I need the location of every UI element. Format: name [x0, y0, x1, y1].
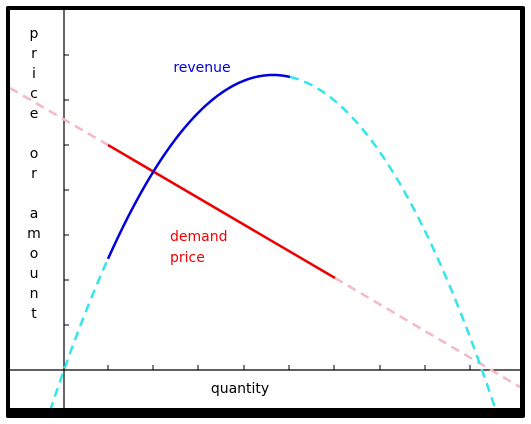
y-axis-ticks [64, 54, 69, 326]
y-label-letter: a [30, 206, 39, 222]
demand-line-extension-right [334, 276, 520, 389]
y-label-letter: o [30, 146, 39, 162]
revenue-curve-extension-right [289, 75, 497, 408]
x-axis-label: quantity [211, 381, 269, 397]
y-label-letter: c [30, 86, 38, 102]
y-label-letter: p [30, 26, 39, 42]
y-label-letter: i [32, 66, 36, 82]
x-axis-ticks [107, 365, 471, 370]
y-label-letter: r [31, 166, 37, 182]
revenue-curve-extension-left [49, 258, 110, 408]
y-label-letter: o [30, 246, 39, 262]
demand-label-line-2: price [170, 250, 205, 266]
y-label-letter: r [31, 46, 37, 62]
y-label-letter: n [30, 286, 39, 302]
demand-line-extension-left [10, 86, 109, 147]
revenue-label: revenue [173, 60, 230, 76]
plot-area [10, 10, 520, 408]
revenue-curve [106, 73, 291, 260]
demand-line [107, 143, 336, 280]
demand-label-line-1: demand [170, 229, 227, 245]
y-label-letter: e [30, 106, 39, 122]
y-label-letter: u [30, 266, 39, 282]
y-label-letter: m [27, 226, 41, 242]
y-label-letter: t [31, 306, 37, 322]
